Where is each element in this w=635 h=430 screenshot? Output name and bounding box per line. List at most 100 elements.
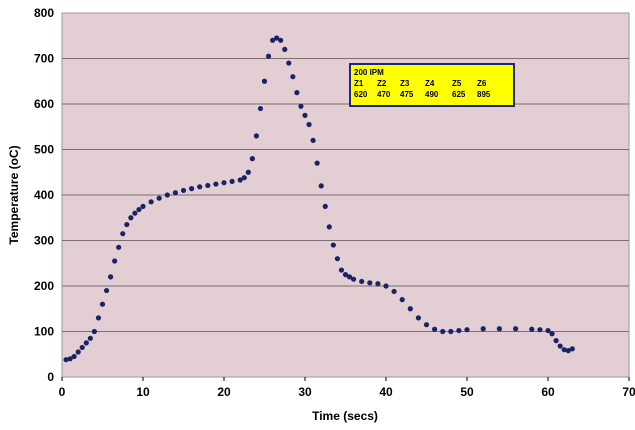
- data-point: [432, 326, 438, 332]
- data-point: [294, 90, 300, 96]
- data-point: [290, 74, 296, 80]
- data-point: [549, 331, 555, 337]
- data-point: [399, 297, 405, 303]
- data-point: [342, 272, 349, 278]
- data-point: [557, 343, 563, 349]
- data-point: [407, 306, 413, 312]
- data-point: [545, 327, 551, 334]
- data-point: [229, 178, 235, 184]
- data-point: [334, 256, 340, 262]
- data-point: [99, 301, 106, 307]
- data-point: [164, 192, 170, 198]
- data-point: [140, 203, 146, 209]
- data-point: [253, 133, 259, 139]
- x-tick-label: 20: [217, 385, 231, 399]
- data-point: [249, 156, 255, 162]
- data-point: [132, 210, 138, 216]
- annotation-zone-label: Z6: [477, 79, 487, 88]
- annotation-zone-temp: 470: [377, 90, 391, 99]
- data-point: [529, 326, 535, 332]
- data-point: [265, 53, 272, 59]
- annotation-zone-temp: 620: [354, 90, 368, 99]
- annotation-zones: Z1 Z2 Z3 Z4 Z5 Z6: [354, 79, 487, 88]
- data-point: [330, 242, 336, 248]
- data-point: [286, 60, 292, 66]
- data-point: [91, 328, 97, 335]
- gridlines: [62, 58, 629, 332]
- data-point: [197, 184, 203, 190]
- x-tick-label: 40: [379, 385, 393, 399]
- data-point: [67, 356, 73, 362]
- data-point: [326, 224, 332, 230]
- data-point: [270, 37, 276, 43]
- data-point: [261, 78, 268, 84]
- data-point: [375, 281, 381, 287]
- data-point: [496, 326, 502, 332]
- annotation-zone-label: Z4: [425, 79, 435, 88]
- y-tick-label: 200: [34, 279, 54, 293]
- x-tick-label: 10: [136, 385, 150, 399]
- data-point: [241, 175, 247, 181]
- data-point: [83, 340, 89, 346]
- data-point: [302, 112, 308, 118]
- data-point: [351, 276, 357, 282]
- data-point: [221, 180, 227, 186]
- annotation-zone-label: Z2: [377, 79, 387, 88]
- data-points: [63, 35, 575, 363]
- data-point: [128, 215, 134, 221]
- x-tick-label: 60: [541, 385, 555, 399]
- x-tick-label: 50: [460, 385, 474, 399]
- y-tick-label: 100: [34, 325, 54, 339]
- data-point: [245, 169, 251, 175]
- data-point: [120, 231, 126, 237]
- data-point: [569, 346, 575, 352]
- y-tick-label: 500: [34, 143, 54, 157]
- data-point: [63, 357, 69, 363]
- data-point: [415, 315, 421, 321]
- y-tick-label: 400: [34, 188, 54, 202]
- annotation-zone-label: Z5: [452, 79, 462, 88]
- data-point: [314, 160, 320, 166]
- x-tick-label: 0: [59, 385, 66, 399]
- data-point: [108, 274, 114, 280]
- y-tick-labels: 0 100 200 300 400 500 600 700 800: [34, 6, 54, 384]
- data-point: [322, 203, 328, 209]
- data-point: [359, 278, 365, 285]
- data-point: [257, 105, 264, 112]
- data-point: [537, 327, 543, 333]
- data-point: [71, 353, 77, 360]
- data-point: [383, 283, 389, 289]
- data-point: [148, 199, 154, 205]
- data-point: [95, 315, 102, 321]
- data-point: [338, 267, 345, 273]
- data-point: [213, 181, 219, 187]
- data-point: [298, 103, 304, 109]
- data-point: [79, 344, 85, 351]
- annotation-zone-temp: 490: [425, 90, 439, 99]
- y-tick-label: 300: [34, 234, 54, 248]
- annotation-box: 200 IPM Z1 Z2 Z3 Z4 Z5 Z6 620 470 475 490 625 895: [349, 63, 515, 107]
- x-tick-label: 30: [298, 385, 312, 399]
- x-axis-title: Time (secs): [312, 409, 378, 423]
- data-point: [456, 327, 462, 334]
- data-point: [136, 206, 142, 213]
- annotation-zone-temp: 475: [400, 90, 414, 99]
- data-point: [565, 348, 571, 354]
- data-point: [423, 322, 430, 328]
- y-axis-title: Temperature (oC): [7, 145, 21, 244]
- data-point: [513, 326, 519, 332]
- data-point: [553, 338, 559, 344]
- data-point: [346, 274, 353, 280]
- data-point: [156, 195, 162, 201]
- data-point: [306, 121, 312, 128]
- data-point: [87, 335, 93, 341]
- annotation-title: 200 IPM: [354, 68, 384, 77]
- y-tick-label: 600: [34, 97, 54, 111]
- annotation-temps: 620 470 475 490 625 895: [354, 90, 491, 99]
- annotation-zone-label: Z1: [354, 79, 364, 88]
- data-point: [480, 326, 486, 332]
- annotation-zone-label: Z3: [400, 79, 410, 88]
- data-point: [561, 347, 567, 353]
- data-point: [282, 46, 288, 53]
